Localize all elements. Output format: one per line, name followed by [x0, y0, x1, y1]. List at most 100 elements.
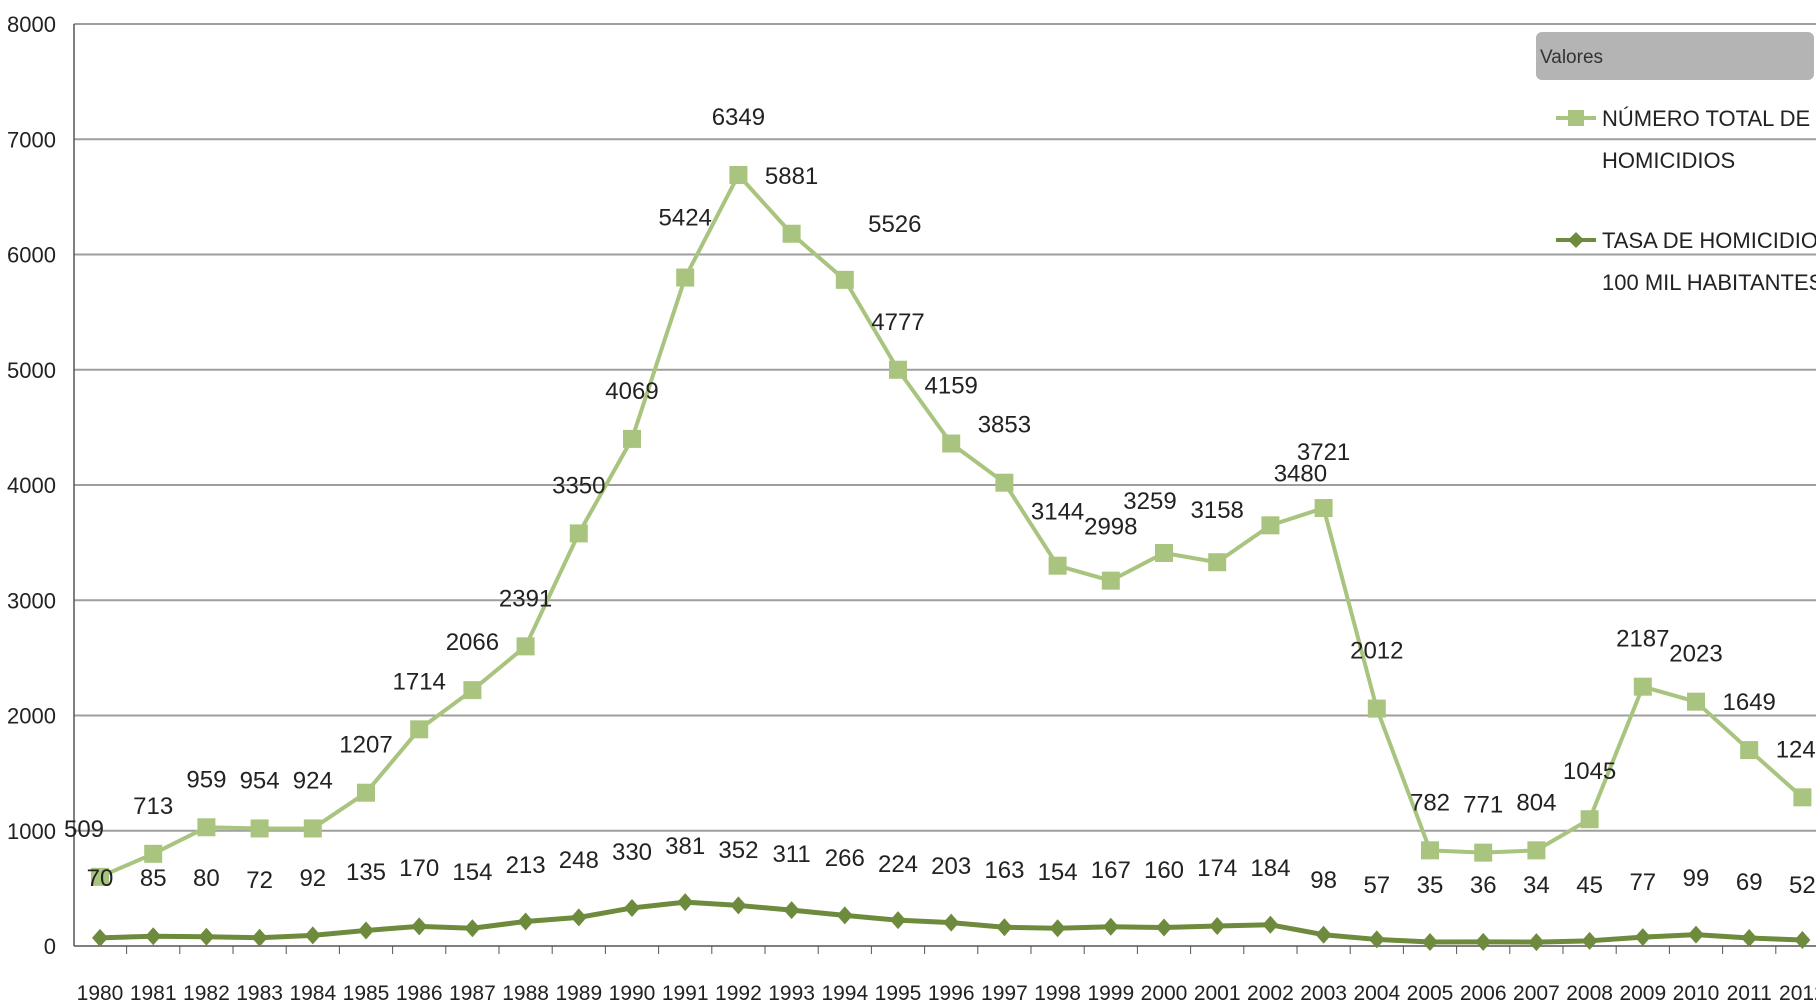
data-point-marker — [1368, 930, 1385, 949]
data-label-numero-total: 5424 — [659, 205, 712, 232]
data-point-marker — [1581, 931, 1598, 950]
x-tick-label: 1982 — [183, 982, 230, 1005]
x-tick-label: 2001 — [1194, 982, 1241, 1005]
y-tick-label: 0 — [44, 934, 56, 959]
data-point-marker — [1155, 543, 1173, 562]
data-label-tasa: 80 — [193, 865, 220, 892]
data-label-numero-total: 3350 — [552, 472, 605, 499]
data-label-tasa: 266 — [825, 845, 865, 872]
data-label-tasa: 381 — [665, 833, 705, 860]
data-point-marker — [1475, 932, 1492, 951]
data-point-marker — [835, 270, 854, 289]
data-point-marker — [197, 818, 216, 837]
data-point-marker — [730, 896, 747, 915]
data-point-marker — [890, 911, 906, 930]
x-tick-label: 2007 — [1513, 982, 1560, 1005]
y-tick-label: 5000 — [7, 358, 56, 383]
data-point-marker — [144, 844, 163, 863]
x-tick-label: 2012 — [1779, 982, 1816, 1005]
data-label-tasa: 330 — [612, 839, 652, 866]
data-label-numero-total: 782 — [1410, 789, 1450, 816]
data-point-marker — [1688, 925, 1704, 944]
gridlines — [74, 23, 1816, 832]
data-point-marker — [411, 917, 428, 936]
legend-label: NÚMERO TOTAL DE — [1602, 106, 1810, 131]
data-point-marker — [782, 224, 801, 243]
data-point-marker — [1209, 916, 1226, 935]
data-point-marker — [357, 783, 375, 802]
data-label-numero-total: 2023 — [1669, 641, 1722, 668]
data-label-tasa: 99 — [1683, 865, 1710, 892]
y-tick-label: 6000 — [7, 243, 56, 268]
x-tick-label: 1995 — [875, 982, 922, 1005]
legend: Valores NÚMERO TOTAL DE HOMICIDIOS TASA DE… — [1536, 32, 1816, 295]
x-tick-label: 1988 — [502, 982, 549, 1005]
data-label-numero-total: 2187 — [1616, 626, 1669, 653]
data-point-marker — [729, 165, 748, 184]
data-label-tasa: 174 — [1197, 855, 1237, 882]
data-point-marker — [836, 906, 853, 925]
data-label-tasa: 34 — [1523, 872, 1550, 899]
data-point-marker — [1793, 788, 1812, 807]
data-label-numero-total: 3721 — [1297, 439, 1350, 466]
data-label-tasa: 77 — [1629, 869, 1656, 896]
data-label-tasa: 70 — [87, 865, 114, 892]
data-point-marker — [1156, 918, 1172, 937]
data-point-marker — [1422, 932, 1438, 951]
x-tick-label: 2005 — [1407, 982, 1454, 1005]
data-point-marker — [1262, 915, 1279, 934]
x-tick-label: 1989 — [555, 982, 602, 1005]
data-point-marker — [1367, 699, 1386, 718]
data-point-marker — [250, 819, 269, 838]
x-tick-label: 1993 — [768, 982, 815, 1005]
x-tick-label: 1990 — [609, 982, 656, 1005]
data-label-tasa: 203 — [931, 853, 971, 880]
x-tick-label: 2008 — [1566, 982, 1613, 1005]
data-label-numero-total: 1649 — [1723, 689, 1776, 716]
data-label-tasa: 167 — [1091, 857, 1131, 884]
x-tick-label: 2011 — [1727, 982, 1772, 1005]
data-label-numero-total: 3158 — [1191, 497, 1244, 524]
data-point-marker — [783, 901, 800, 920]
data-label-numero-total: 3853 — [978, 412, 1031, 439]
data-label-numero-total: 4159 — [925, 373, 978, 400]
x-tick-label: 2000 — [1141, 982, 1188, 1005]
data-label-tasa: 85 — [140, 865, 167, 892]
data-label-numero-total: 1714 — [393, 668, 446, 695]
data-point-marker — [516, 637, 535, 656]
legend-items: NÚMERO TOTAL DE HOMICIDIOS TASA DE HOMICID… — [1556, 106, 1816, 295]
data-label-numero-total: 509 — [64, 816, 104, 843]
data-label-numero-total: 771 — [1463, 792, 1503, 819]
data-point-marker — [676, 268, 695, 287]
legend-label: TASA DE HOMICIDIOS x — [1602, 228, 1816, 253]
data-point-marker — [1102, 917, 1119, 936]
data-label-tasa: 154 — [452, 859, 492, 886]
data-point-marker — [1528, 933, 1545, 952]
data-label-numero-total: 3144 — [1031, 499, 1084, 526]
data-point-marker — [1261, 516, 1280, 535]
data-label-numero-total: 713 — [133, 793, 173, 820]
data-label-numero-total: 2012 — [1350, 638, 1403, 665]
legend-label: HOMICIDIOS — [1602, 148, 1735, 173]
data-point-marker — [1687, 692, 1705, 711]
data-point-marker — [624, 898, 640, 917]
data-point-marker — [1580, 810, 1599, 829]
data-label-numero-total: 1045 — [1563, 758, 1616, 785]
data-point-marker — [889, 360, 907, 379]
data-label-tasa: 160 — [1144, 857, 1184, 884]
data-point-marker — [464, 919, 481, 938]
data-label-tasa: 213 — [506, 852, 546, 879]
data-point-marker — [1634, 928, 1651, 947]
data-label-tasa: 184 — [1250, 855, 1290, 882]
legend-header-text: Valores — [1540, 47, 1603, 68]
data-label-tasa: 170 — [399, 855, 439, 882]
legend-header-box — [1536, 32, 1814, 80]
axes: 0 1000 2000 3000 4000 5000 6000 7000 8000 1980 198… — [7, 12, 1816, 1005]
series-line-numero-total — [99, 172, 1804, 879]
y-tick-label: 3000 — [7, 588, 56, 613]
data-point-marker — [942, 434, 961, 453]
x-tick-label: 1983 — [236, 982, 283, 1005]
x-tick-label: 2010 — [1673, 982, 1720, 1005]
